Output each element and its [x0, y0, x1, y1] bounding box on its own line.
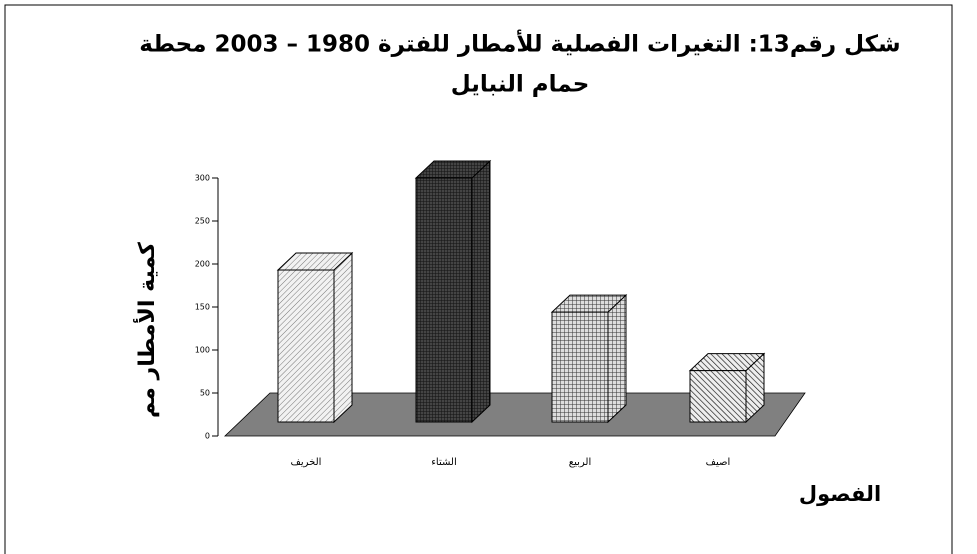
- x-tick-label: اصيف: [706, 457, 731, 468]
- bar: [550, 294, 628, 424]
- x-tick-label: الخريف: [291, 457, 322, 468]
- y-tick-label: 300: [195, 174, 210, 183]
- bar: [688, 352, 766, 424]
- bar: [414, 159, 492, 424]
- y-axis-label: كمية الأمطار مم: [132, 242, 160, 418]
- y-tick-label: 100: [195, 346, 210, 355]
- y-tick-label: 200: [195, 260, 210, 269]
- bar: [276, 251, 354, 424]
- bar-face: [607, 294, 627, 424]
- floor: [224, 392, 806, 437]
- y-tick-label: 0: [205, 432, 210, 441]
- bar-face: [689, 370, 747, 423]
- chart-title: حمام النبايل: [451, 72, 590, 98]
- frame: [4, 4, 953, 554]
- bar-face: [277, 269, 335, 423]
- y-tick-label: 250: [195, 217, 210, 226]
- bar-face: [333, 251, 353, 424]
- chart-title: شكل رقم13: التغيرات الفصلية للأمطار للفت…: [139, 29, 900, 58]
- bar-face: [415, 177, 473, 423]
- y-tick-label: 50: [200, 389, 210, 398]
- x-tick-label: الربيع: [569, 457, 591, 468]
- x-tick-label: الشتاء: [431, 457, 457, 468]
- bar-face: [551, 311, 609, 423]
- y-tick-label: 150: [195, 303, 210, 312]
- x-axis-label: الفصول: [799, 482, 881, 506]
- bar-face: [471, 159, 491, 424]
